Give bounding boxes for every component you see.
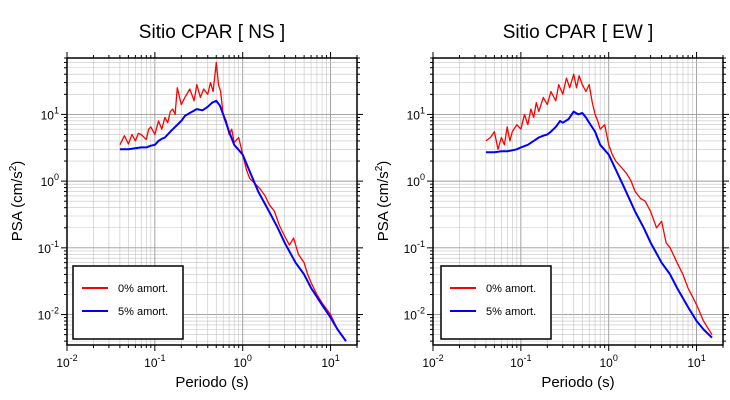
y-axis-label: PSA (cm/s2) xyxy=(374,161,392,242)
x-tick-label: 100 xyxy=(600,353,618,370)
y-axis-label-end: ) xyxy=(9,161,26,166)
x-tick-label: 10-2 xyxy=(422,353,443,370)
x-tick-label: 10-2 xyxy=(56,353,77,370)
legend-label-1: 5% amort. xyxy=(486,306,536,318)
series-line-1 xyxy=(485,110,713,339)
axis-ticks: 10-2 10-1 100 101 10-2 10-1 100 101 xyxy=(404,52,729,370)
legend-label-1: 5% amort. xyxy=(118,306,168,318)
x-tick-label: 101 xyxy=(321,353,339,370)
x-tick-label: 101 xyxy=(687,353,705,370)
y-tick-label: 10-1 xyxy=(38,239,59,256)
axis-ticks: 10-2 10-1 100 101 10-2 10-1 100 101 xyxy=(38,52,363,370)
series-line-0 xyxy=(119,61,347,342)
chart-title: Sitio CPAR [ EW ] xyxy=(503,22,654,43)
series-group xyxy=(119,61,347,342)
legend: 0% amort. 5% amort. xyxy=(440,265,552,340)
chart-panel-ns: Sitio CPAR [ NS ] Periodo (s) PSA (cm/s2… xyxy=(8,22,363,391)
y-tick-label: 101 xyxy=(41,105,59,122)
legend-box xyxy=(440,265,552,340)
chart-title: Sitio CPAR [ NS ] xyxy=(139,22,285,43)
y-axis-label-end: ) xyxy=(375,161,392,166)
y-tick-label: 10-2 xyxy=(38,306,59,323)
legend-box xyxy=(72,265,184,340)
y-axis-label-base: PSA (cm/s xyxy=(375,171,392,241)
x-tick-label: 10-1 xyxy=(144,353,165,370)
y-tick-label: 10-1 xyxy=(404,239,425,256)
y-axis-label: PSA (cm/s2) xyxy=(8,161,26,242)
series-group xyxy=(485,73,713,339)
legend: 0% amort. 5% amort. xyxy=(72,265,184,340)
y-tick-label: 10-2 xyxy=(404,306,425,323)
y-tick-label: 100 xyxy=(41,172,59,189)
x-tick-label: 100 xyxy=(234,353,252,370)
legend-label-0: 0% amort. xyxy=(118,283,168,295)
legend-label-0: 0% amort. xyxy=(486,283,536,295)
y-tick-label: 100 xyxy=(407,172,425,189)
x-axis-label: Periodo (s) xyxy=(175,374,248,391)
chart-panel-ew: Sitio CPAR [ EW ] Periodo (s) PSA (cm/s2… xyxy=(374,22,729,391)
series-line-0 xyxy=(485,73,713,336)
x-tick-label: 10-1 xyxy=(510,353,531,370)
y-axis-label-superscript: 2 xyxy=(8,165,19,171)
series-line-1 xyxy=(119,99,347,342)
y-axis-label-superscript: 2 xyxy=(374,165,385,171)
y-tick-label: 101 xyxy=(407,105,425,122)
y-axis-label-base: PSA (cm/s xyxy=(9,171,26,241)
x-axis-label: Periodo (s) xyxy=(541,374,614,391)
